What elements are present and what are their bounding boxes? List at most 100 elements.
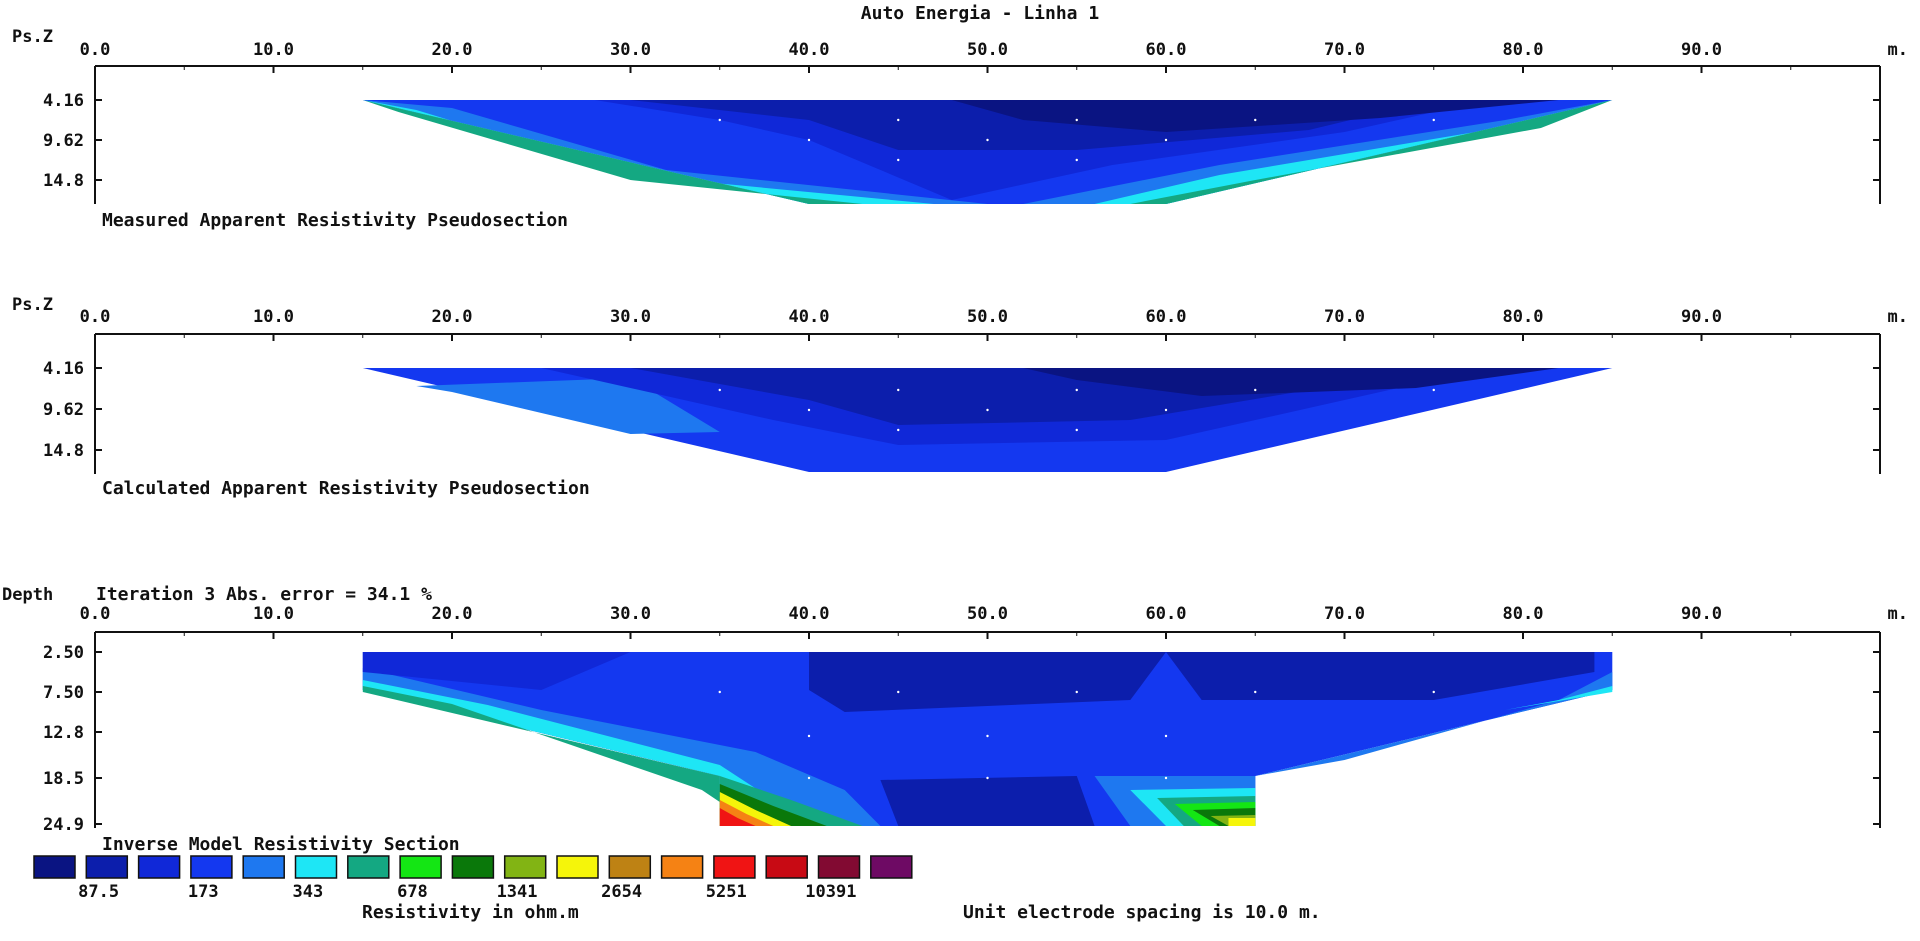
legend-swatch	[399, 855, 442, 879]
datum-point	[1432, 388, 1435, 392]
model-anomaly-yellow	[1228, 818, 1256, 826]
x-unit-label: m.	[1888, 307, 1908, 327]
model-left-green	[362, 686, 756, 826]
x-tick-label: 70.0	[1324, 307, 1365, 327]
legend-swatch	[817, 855, 861, 879]
legend-swatch	[33, 855, 76, 879]
datum-point	[1075, 158, 1078, 162]
legend-swatch	[713, 855, 756, 879]
y-axis-title: Depth	[2, 585, 53, 605]
legend-swatch	[765, 855, 808, 879]
x-tick-label: 40.0	[789, 604, 830, 624]
y-tick-label: 12.8	[43, 723, 84, 743]
datum-point	[986, 138, 989, 142]
legend-swatch	[85, 855, 129, 879]
x-tick-label: 60.0	[1146, 307, 1187, 327]
footer-note: Unit electrode spacing is 10.0 m.	[963, 902, 1321, 923]
y-tick-label: 2.50	[43, 643, 84, 663]
measured-band-right	[1023, 100, 1613, 204]
datum-point	[897, 158, 900, 162]
x-tick-label: 80.0	[1503, 604, 1544, 624]
datum-point	[986, 734, 989, 738]
legend-swatch	[556, 855, 599, 879]
datum-point	[1075, 690, 1078, 694]
legend-label: 1341	[497, 882, 538, 902]
datum-point	[1075, 388, 1078, 392]
legend-label: 5251	[706, 882, 747, 902]
x-unit-label: m.	[1888, 604, 1908, 624]
calculated-caption: Calculated Apparent Resistivity Pseudose…	[102, 478, 590, 499]
x-tick-label: 0.0	[80, 604, 111, 624]
model-right-dark	[1166, 652, 1595, 700]
datum-point	[986, 408, 989, 412]
y-tick-label: 4.16	[43, 91, 84, 111]
model-caption: Inverse Model Resistivity Section	[102, 834, 460, 855]
y-tick-label: 14.8	[43, 441, 84, 461]
x-tick-label: 30.0	[610, 307, 651, 327]
x-tick-label: 30.0	[610, 40, 651, 60]
y-tick-label: 24.9	[43, 815, 84, 835]
datum-point	[1164, 734, 1168, 738]
legend-swatch	[137, 855, 181, 879]
x-tick-label: 90.0	[1681, 40, 1722, 60]
legend-label: 343	[292, 882, 323, 902]
datum-point	[1164, 408, 1168, 412]
datum-point	[807, 776, 811, 780]
x-tick-label: 80.0	[1503, 307, 1544, 327]
y-tick-label: 18.5	[43, 769, 84, 789]
datum-point	[718, 388, 721, 392]
model-left-interior	[362, 652, 631, 690]
x-tick-label: 50.0	[967, 604, 1008, 624]
datum-point	[897, 118, 900, 122]
legend-label: 678	[397, 882, 428, 902]
x-tick-label: 30.0	[610, 604, 651, 624]
y-axis-title: Ps.Z	[12, 295, 53, 315]
x-tick-label: 40.0	[789, 307, 830, 327]
color-scale-legend: 87.5 173 343 678 1341 2654 5251 10391	[33, 855, 913, 902]
datum-point	[718, 690, 721, 694]
datum-point	[1164, 776, 1168, 780]
legend-swatch	[503, 855, 547, 879]
calculated-interior-darkest	[1023, 368, 1559, 396]
x-tick-label: 20.0	[432, 604, 473, 624]
legend-label: 2654	[601, 882, 642, 902]
datum-point	[718, 118, 721, 122]
legend-swatch	[294, 855, 338, 879]
x-unit-label: m.	[1888, 40, 1908, 60]
x-tick-label: 20.0	[432, 40, 473, 60]
datum-point	[1432, 118, 1435, 122]
datum-point	[1432, 690, 1435, 694]
measured-pseudosection-panel: 0.0 10.0 20.0 30.0 40.0 50.0 60.0 70.0 80.0 90.0 m…	[12, 27, 1908, 204]
legend-label: 173	[188, 882, 219, 902]
x-tick-label: 10.0	[253, 604, 294, 624]
datum-point	[807, 138, 811, 142]
calculated-pseudosection-panel: 0.0 10.0 20.0 30.0 40.0 50.0 60.0 70.0 80.0 90.0 m…	[12, 295, 1908, 474]
y-tick-label: 9.62	[43, 131, 84, 151]
legend-swatch	[608, 855, 652, 879]
datum-point	[897, 428, 900, 432]
datum-point	[1075, 428, 1078, 432]
model-center-dark	[809, 652, 1166, 712]
datum-point	[1075, 118, 1078, 122]
datum-point	[807, 408, 811, 412]
iteration-text: Iteration 3 Abs. error = 34.1 %	[96, 584, 432, 605]
datum-point	[1164, 138, 1168, 142]
inverse-model-panel: 0.0 10.0 20.0 30.0 40.0 50.0 60.0 70.0 80.0 90.0 m…	[2, 585, 1908, 835]
x-tick-label: 10.0	[253, 40, 294, 60]
legend-label: 10391	[805, 882, 856, 902]
measured-caption: Measured Apparent Resistivity Pseudosect…	[102, 210, 568, 231]
x-tick-label: 10.0	[253, 307, 294, 327]
x-tick-label: 0.0	[80, 307, 111, 327]
legend-swatch	[870, 855, 913, 879]
y-axis-title: Ps.Z	[12, 27, 53, 47]
legend-swatch	[451, 855, 495, 879]
legend-swatch	[660, 855, 704, 879]
x-tick-label: 70.0	[1324, 604, 1365, 624]
legend-swatch	[347, 855, 390, 879]
x-tick-label: 90.0	[1681, 307, 1722, 327]
x-tick-label: 40.0	[789, 40, 830, 60]
y-tick-label: 9.62	[43, 400, 84, 420]
datum-point	[897, 388, 900, 392]
datum-point	[1254, 118, 1257, 122]
